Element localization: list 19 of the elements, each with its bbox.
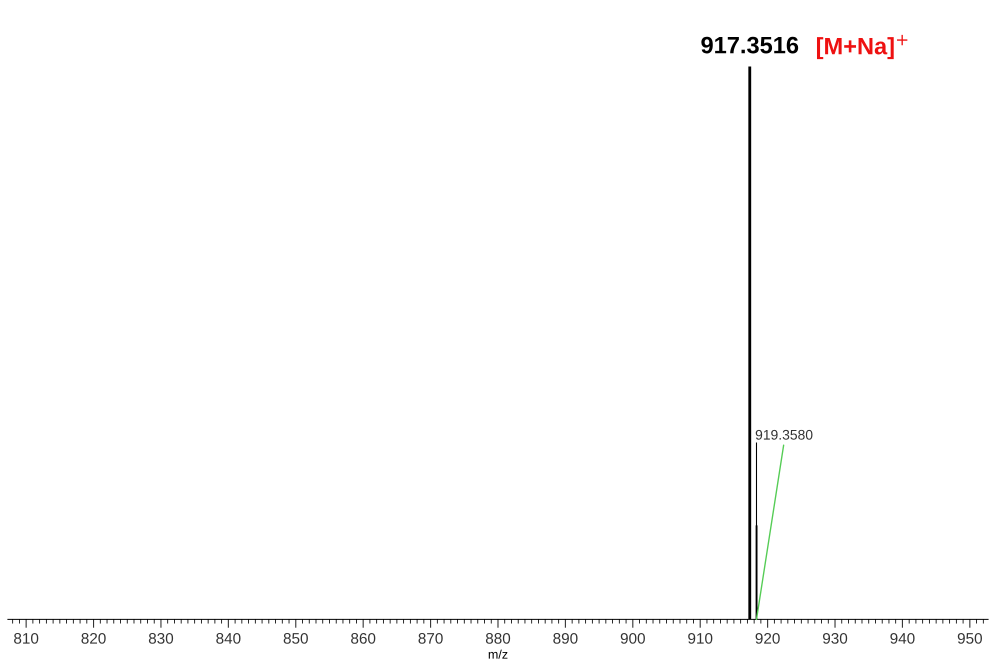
x-axis-title: m/z <box>488 650 508 659</box>
x-tick-label: 840 <box>216 632 241 644</box>
x-tick-label: 900 <box>620 632 645 644</box>
x-tick-label: 880 <box>486 632 510 644</box>
x-tick-label: 950 <box>958 632 982 644</box>
x-tick-label: 930 <box>822 632 848 644</box>
x-tick-label: 920 <box>756 632 780 644</box>
x-tick-label: 890 <box>553 632 578 644</box>
x-tick-label: 910 <box>688 632 712 644</box>
annotation: 917.3516 <box>701 36 798 54</box>
text: [M+Na]$^{+}$ <box>816 34 908 60</box>
x-tick-label: 870 <box>418 632 443 644</box>
x-tick-label: 830 <box>148 632 174 644</box>
x-tick-label: 820 <box>81 632 106 644</box>
x-tick-label: 940 <box>890 632 915 644</box>
x-tick-label: 860 <box>351 632 376 644</box>
annotation: 919.3580 <box>756 430 812 440</box>
x-tick-label: 810 <box>14 632 38 644</box>
x-tick-label: 850 <box>284 632 308 644</box>
